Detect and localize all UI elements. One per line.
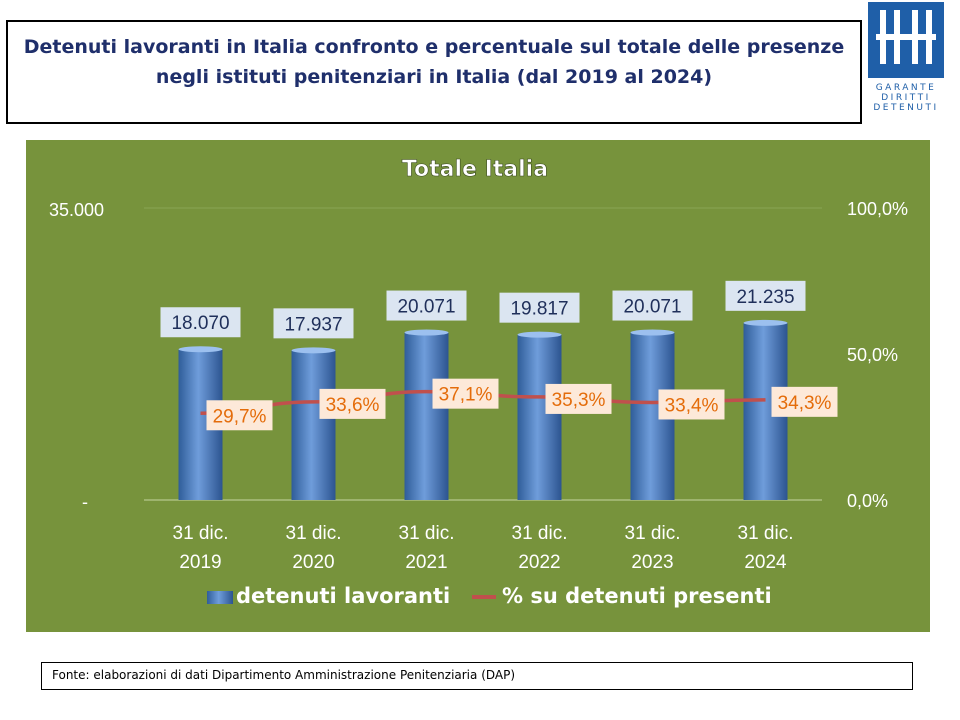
line-value-label-box: [206, 400, 273, 431]
bar-top: [404, 329, 449, 336]
bar: [517, 334, 562, 500]
legend-label-line: % su detenuti presenti: [502, 584, 772, 608]
y-right-tick: 50,0%: [847, 345, 898, 365]
line-value-label: 37,1%: [439, 385, 493, 406]
x-tick-label-line2: 2023: [631, 552, 673, 573]
bar-top: [291, 347, 336, 354]
bar-value-label-box: [160, 307, 241, 338]
line-value-label: 29,7%: [213, 406, 267, 427]
x-tick-label-line1: 31 dic.: [173, 523, 229, 544]
x-tick-label-line2: 2024: [744, 552, 787, 573]
bar-value-label-box: [386, 290, 467, 321]
bar-top: [178, 346, 223, 353]
bar: [291, 350, 336, 500]
bar-value-label-box: [499, 292, 580, 323]
x-tick-label-line1: 31 dic.: [399, 523, 455, 544]
bar-value-label-box: [725, 280, 806, 311]
legend-label-bars: detenuti lavoranti: [236, 584, 450, 608]
line-value-label: 33,4%: [665, 395, 719, 416]
x-tick-label-line1: 31 dic.: [625, 523, 681, 544]
x-tick-label-line2: 2021: [405, 552, 447, 573]
line-value-label: 35,3%: [552, 390, 606, 411]
source-box: Fonte: elaborazioni di dati Dipartimento…: [41, 662, 913, 690]
garante-logo: GARANTE DIRITTI DETENUTI: [868, 2, 944, 113]
y-right-tick: 100,0%: [847, 199, 908, 219]
title-box: Detenuti lavoranti in Italia confronto e…: [6, 20, 862, 124]
x-tick-label-line1: 31 dic.: [286, 523, 342, 544]
x-tick-label-line1: 31 dic.: [738, 523, 794, 544]
bar-value-label-box: [612, 290, 693, 321]
line-value-label-box: [658, 389, 725, 420]
y-left-tick-max: 35.000: [49, 200, 104, 220]
x-tick-label-line2: 2022: [518, 552, 560, 573]
bar-value-label: 20.071: [623, 297, 681, 318]
combo-chart: Totale Italia 18.070 17.937 20.071 19.817 20…: [49, 157, 908, 608]
bar: [404, 332, 449, 500]
line-value-label-box: [771, 386, 838, 417]
x-tick-label-line1: 31 dic.: [512, 523, 568, 544]
bar-top: [517, 331, 562, 338]
bar-value-label: 21.235: [736, 287, 794, 308]
x-tick-label-line2: 2020: [292, 552, 334, 573]
line-value-label-box: [319, 388, 386, 419]
chart-grid: [144, 207, 822, 501]
x-tick-label-line2: 2019: [179, 552, 221, 573]
bar-series: [178, 319, 788, 500]
y-right-tick: 0,0%: [847, 491, 888, 511]
chart-legend: detenuti lavoranti % su detenuti presenti: [207, 584, 772, 608]
logo-text-row2: DIRITTI: [881, 93, 930, 103]
bar-value-label: 17.937: [284, 314, 342, 335]
y-left-tick-min: -: [82, 492, 88, 512]
source-note: Fonte: elaborazioni di dati Dipartimento…: [52, 668, 516, 682]
chart-title: Totale Italia: [402, 157, 548, 182]
bar-value-label: 20.071: [397, 297, 455, 318]
line-value-label-box: [545, 383, 612, 414]
logo-text-row1: GARANTE: [876, 83, 937, 93]
title-line-2: negli istituti penitenziari in Italia (d…: [155, 66, 713, 88]
chart-axes: - 35.000 0,0% 50,0% 100,0% 31 dic. 2019 31 dic.…: [49, 199, 908, 573]
chart-panel: Totale Italia 18.070 17.937 20.071 19.817 20…: [26, 140, 930, 632]
line-value-label-box: [432, 378, 499, 409]
data-labels: 18.070 17.937 20.071 19.817 20.071 21.235 29,7…: [160, 280, 838, 431]
line-value-label: 33,6%: [326, 395, 380, 416]
logo-emblem-bars: [876, 10, 936, 64]
bar-value-label: 18.070: [171, 313, 229, 334]
bar-value-label: 19.817: [510, 299, 568, 320]
bar-value-label-box: [273, 308, 354, 339]
title-line-1: Detenuti lavoranti in Italia confronto e…: [23, 36, 845, 58]
logo-text-row3: DETENUTI: [873, 103, 938, 113]
page-title: Detenuti lavoranti in Italia confronto e…: [8, 32, 860, 92]
bar-top: [630, 329, 675, 336]
line-value-label: 34,3%: [778, 393, 832, 414]
bar-top: [743, 319, 788, 326]
legend-swatch-bars: [207, 591, 233, 604]
